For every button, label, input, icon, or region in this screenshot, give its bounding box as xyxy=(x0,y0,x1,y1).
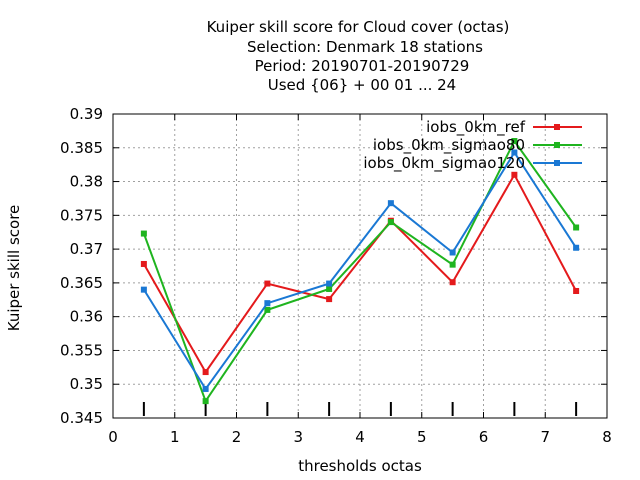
data-point xyxy=(511,138,518,145)
data-point xyxy=(264,300,271,307)
title-line-3: Period: 20190701-20190729 xyxy=(255,57,470,75)
x-tick-label: 0 xyxy=(108,428,118,446)
data-point xyxy=(449,261,456,268)
y-tick-label: 0.385 xyxy=(60,139,103,157)
data-point xyxy=(202,385,209,392)
y-tick-label: 0.39 xyxy=(70,105,103,123)
x-axis-label: thresholds octas xyxy=(298,457,422,475)
data-point xyxy=(140,286,147,293)
x-tick-label: 5 xyxy=(417,428,427,446)
series-lines xyxy=(140,138,580,405)
x-tick-label: 3 xyxy=(293,428,303,446)
legend-marker xyxy=(554,124,560,130)
data-point xyxy=(326,296,333,303)
legend-item: iobs_0km_sigmao120 xyxy=(363,154,582,173)
series-iobs_0km_sigmao80 xyxy=(140,138,580,405)
y-tick-label: 0.35 xyxy=(70,375,103,393)
x-tick-labels: 0 1 2 3 4 5 6 7 8 xyxy=(108,428,612,446)
y-tick-label: 0.37 xyxy=(70,240,103,258)
legend-item: iobs_0km_sigmao80 xyxy=(373,136,582,155)
data-point xyxy=(573,244,580,251)
data-point xyxy=(326,285,333,292)
y-tick-label: 0.375 xyxy=(60,206,103,224)
data-point xyxy=(264,280,271,287)
legend-label: iobs_0km_ref xyxy=(426,118,526,137)
legend: iobs_0km_refiobs_0km_sigmao80iobs_0km_si… xyxy=(363,118,582,173)
legend-label: iobs_0km_sigmao80 xyxy=(373,136,525,155)
series-line xyxy=(143,150,577,391)
x-tick-label: 1 xyxy=(170,428,180,446)
x-tick-label: 2 xyxy=(232,428,242,446)
legend-label: iobs_0km_sigmao120 xyxy=(363,154,525,173)
data-point xyxy=(140,260,147,267)
series-line xyxy=(142,139,577,404)
data-point xyxy=(387,200,394,207)
title-line-1: Kuiper skill score for Cloud cover (octa… xyxy=(207,18,510,36)
y-axis-label: Kuiper skill score xyxy=(5,205,23,332)
title-line-4: Used {06} + 00 01 ... 24 xyxy=(268,76,456,94)
data-point xyxy=(511,149,518,156)
y-tick-label: 0.365 xyxy=(60,274,103,292)
y-tick-label: 0.38 xyxy=(70,173,103,191)
data-point xyxy=(573,287,580,294)
x-tick-label: 4 xyxy=(355,428,365,446)
y-tick-label: 0.355 xyxy=(60,341,103,359)
data-point xyxy=(511,171,518,178)
grid xyxy=(113,114,607,418)
series-line xyxy=(143,172,577,374)
legend-marker xyxy=(554,160,560,166)
y-tick-labels: 0.345 0.35 0.355 0.36 0.365 0.37 0.375 0.38 0.38… xyxy=(60,105,103,427)
legend-item: iobs_0km_ref xyxy=(426,118,582,137)
series-iobs_0km_sigmao120 xyxy=(140,149,580,392)
x-tick-label: 7 xyxy=(540,428,550,446)
legend-marker xyxy=(554,142,560,148)
data-point xyxy=(387,219,394,226)
y-tick-label: 0.36 xyxy=(70,308,103,326)
x-tick-label: 6 xyxy=(479,428,489,446)
x-tick-label: 8 xyxy=(602,428,612,446)
data-point xyxy=(449,279,456,286)
data-point xyxy=(202,369,209,376)
title-line-2: Selection: Denmark 18 stations xyxy=(247,38,483,56)
series-iobs_0km_ref xyxy=(140,171,580,376)
data-point xyxy=(202,398,209,405)
data-point xyxy=(140,230,147,237)
chart-title: Kuiper skill score for Cloud cover (octa… xyxy=(207,18,510,94)
plot-frame xyxy=(112,113,608,419)
y-tick-label: 0.345 xyxy=(60,409,103,427)
data-point xyxy=(449,249,456,256)
data-point xyxy=(264,306,271,313)
data-point xyxy=(573,224,580,231)
data-point xyxy=(326,280,333,287)
